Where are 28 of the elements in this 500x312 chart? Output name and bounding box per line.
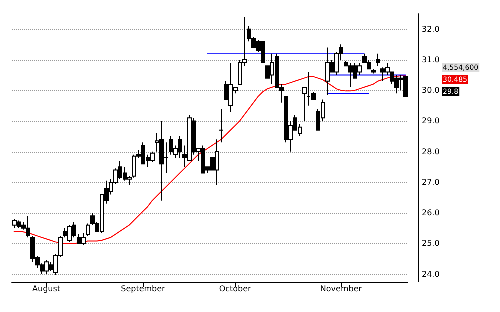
y-tick-label: 28.0 <box>422 147 440 156</box>
y-tick-label: 24.0 <box>422 270 440 279</box>
y-tick-label: 26.0 <box>422 208 440 218</box>
candlestick <box>219 108 224 144</box>
candlestick <box>86 223 90 237</box>
candlestick <box>376 53 380 67</box>
x-tick-label: September <box>121 284 166 294</box>
y-tick-label: 27.0 <box>422 178 440 187</box>
y-tick-label: 25.0 <box>422 239 440 248</box>
line-series <box>14 75 406 244</box>
candlestick <box>348 62 353 88</box>
candlestick <box>12 218 17 229</box>
candlestick <box>150 151 155 164</box>
y-tick-label: 31.0 <box>422 55 440 64</box>
candlestick <box>357 62 362 76</box>
candlestick <box>325 47 330 96</box>
candlestick <box>403 76 408 98</box>
x-tick-label: October <box>219 284 252 294</box>
candlestick <box>44 260 49 275</box>
y-tick-label: 32.0 <box>422 24 440 34</box>
candlestick <box>81 232 86 246</box>
x-tick-label: November <box>320 284 363 294</box>
candlestick <box>394 74 399 94</box>
candlestick <box>67 224 72 243</box>
y-tick-label: 29.0 <box>422 116 440 126</box>
candlestick <box>371 68 376 74</box>
x-tick-label: August <box>32 284 61 294</box>
y-tick-label: 30.0 <box>422 86 440 96</box>
